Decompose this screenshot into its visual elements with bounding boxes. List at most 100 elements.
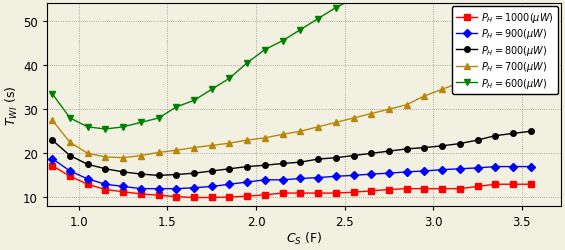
$P_H = 700(\mu W)$ [332, 122, 339, 124]
$P_H = 700(\mu W)$ [208, 144, 215, 147]
$P_H = 800(\mu W)$ [67, 154, 73, 158]
$P_H = 700(\mu W)$ [510, 60, 516, 63]
Line: $P_H = 600(\mu W)$: $P_H = 600(\mu W)$ [50, 0, 533, 132]
$P_H = 600(\mu W)$ [137, 122, 144, 124]
$P_H = 900(\mu W)$ [527, 166, 534, 168]
$P_H = 800(\mu W)$ [403, 148, 410, 151]
$P_H = 800(\mu W)$ [279, 162, 286, 165]
$P_H = 900(\mu W)$ [492, 166, 499, 168]
$P_H = 800(\mu W)$ [492, 134, 499, 138]
$P_H = 800(\mu W)$ [262, 164, 268, 167]
$P_H = 1000(\mu W)$ [368, 190, 375, 192]
$P_H = 700(\mu W)$ [350, 117, 357, 120]
$P_H = 1000(\mu W)$ [120, 190, 127, 194]
$P_H = 900(\mu W)$ [474, 167, 481, 170]
$P_H = 800(\mu W)$ [208, 170, 215, 173]
$P_H = 600(\mu W)$ [350, 0, 357, 1]
$P_H = 600(\mu W)$ [120, 126, 127, 129]
$P_H = 1000(\mu W)$ [173, 195, 180, 198]
$P_H = 900(\mu W)$ [262, 178, 268, 182]
$P_H = 800(\mu W)$ [510, 132, 516, 136]
X-axis label: $C_S$ (F): $C_S$ (F) [286, 230, 322, 246]
$P_H = 1000(\mu W)$ [279, 192, 286, 195]
$P_H = 1000(\mu W)$ [492, 183, 499, 186]
$P_H = 800(\mu W)$ [244, 166, 250, 168]
$P_H = 700(\mu W)$ [49, 119, 56, 122]
$P_H = 900(\mu W)$ [155, 188, 162, 190]
$P_H = 700(\mu W)$ [102, 156, 109, 159]
$P_H = 1000(\mu W)$ [474, 185, 481, 188]
$P_H = 800(\mu W)$ [438, 145, 445, 148]
$P_H = 600(\mu W)$ [155, 117, 162, 120]
$P_H = 800(\mu W)$ [315, 158, 321, 161]
$P_H = 900(\mu W)$ [208, 185, 215, 188]
$P_H = 1000(\mu W)$ [315, 192, 321, 195]
$P_H = 600(\mu W)$ [332, 7, 339, 10]
$P_H = 800(\mu W)$ [173, 173, 180, 176]
$P_H = 800(\mu W)$ [297, 161, 304, 164]
$P_H = 800(\mu W)$ [332, 156, 339, 160]
$P_H = 1000(\mu W)$ [226, 196, 233, 199]
$P_H = 1000(\mu W)$ [332, 192, 339, 195]
$P_H = 1000(\mu W)$ [510, 183, 516, 186]
$P_H = 600(\mu W)$ [84, 126, 91, 129]
$P_H = 600(\mu W)$ [102, 128, 109, 131]
$P_H = 700(\mu W)$ [385, 108, 392, 111]
$P_H = 900(\mu W)$ [510, 166, 516, 168]
$P_H = 800(\mu W)$ [155, 174, 162, 177]
$P_H = 600(\mu W)$ [208, 88, 215, 92]
$P_H = 700(\mu W)$ [315, 126, 321, 129]
$P_H = 700(\mu W)$ [403, 104, 410, 107]
$P_H = 900(\mu W)$ [403, 171, 410, 174]
$P_H = 1000(\mu W)$ [527, 183, 534, 186]
$P_H = 1000(\mu W)$ [84, 183, 91, 186]
$P_H = 900(\mu W)$ [226, 183, 233, 186]
$P_H = 900(\mu W)$ [332, 175, 339, 178]
$P_H = 600(\mu W)$ [279, 40, 286, 43]
$P_H = 900(\mu W)$ [84, 178, 91, 181]
$P_H = 700(\mu W)$ [244, 139, 250, 142]
$P_H = 1000(\mu W)$ [457, 188, 463, 190]
$P_H = 700(\mu W)$ [120, 156, 127, 160]
$P_H = 600(\mu W)$ [226, 78, 233, 80]
$P_H = 700(\mu W)$ [173, 149, 180, 152]
$P_H = 800(\mu W)$ [474, 139, 481, 142]
$P_H = 1000(\mu W)$ [385, 188, 392, 191]
$P_H = 800(\mu W)$ [102, 168, 109, 170]
$P_H = 900(\mu W)$ [244, 181, 250, 184]
$P_H = 900(\mu W)$ [173, 188, 180, 190]
$P_H = 700(\mu W)$ [457, 82, 463, 85]
$P_H = 900(\mu W)$ [350, 174, 357, 177]
Y-axis label: $T_{WI}$ (s): $T_{WI}$ (s) [4, 85, 20, 126]
$P_H = 1000(\mu W)$ [262, 194, 268, 196]
$P_H = 600(\mu W)$ [173, 106, 180, 109]
$P_H = 1000(\mu W)$ [102, 188, 109, 191]
$P_H = 900(\mu W)$ [297, 177, 304, 180]
$P_H = 1000(\mu W)$ [297, 192, 304, 195]
$P_H = 1000(\mu W)$ [49, 164, 56, 168]
$P_H = 1000(\mu W)$ [190, 196, 197, 199]
$P_H = 800(\mu W)$ [527, 130, 534, 133]
$P_H = 1000(\mu W)$ [67, 175, 73, 178]
$P_H = 700(\mu W)$ [368, 112, 375, 116]
$P_H = 800(\mu W)$ [385, 150, 392, 153]
$P_H = 700(\mu W)$ [137, 154, 144, 158]
$P_H = 600(\mu W)$ [262, 49, 268, 52]
$P_H = 700(\mu W)$ [438, 88, 445, 92]
$P_H = 600(\mu W)$ [297, 29, 304, 32]
$P_H = 700(\mu W)$ [155, 151, 162, 154]
$P_H = 900(\mu W)$ [385, 172, 392, 175]
$P_H = 600(\mu W)$ [190, 100, 197, 102]
$P_H = 700(\mu W)$ [226, 142, 233, 145]
$P_H = 700(\mu W)$ [297, 130, 304, 133]
$P_H = 700(\mu W)$ [492, 66, 499, 70]
Line: $P_H = 800(\mu W)$: $P_H = 800(\mu W)$ [50, 129, 533, 178]
$P_H = 900(\mu W)$ [67, 170, 73, 173]
$P_H = 900(\mu W)$ [120, 185, 127, 188]
$P_H = 900(\mu W)$ [102, 183, 109, 186]
$P_H = 1000(\mu W)$ [155, 194, 162, 197]
$P_H = 1000(\mu W)$ [137, 193, 144, 196]
$P_H = 900(\mu W)$ [49, 158, 56, 160]
$P_H = 900(\mu W)$ [368, 173, 375, 176]
$P_H = 800(\mu W)$ [226, 168, 233, 170]
